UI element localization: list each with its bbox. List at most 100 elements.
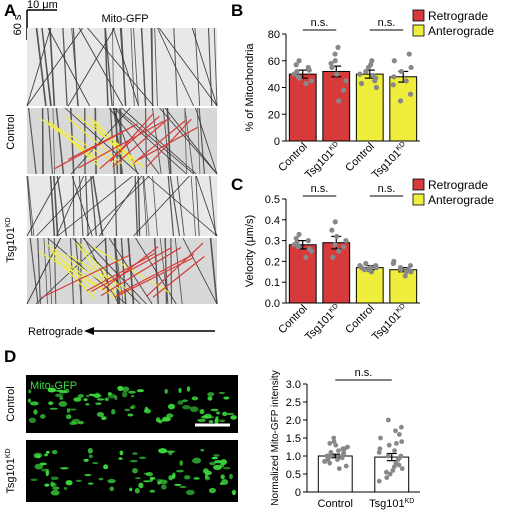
gfp-punctum xyxy=(65,479,73,486)
row-label-control: Control xyxy=(5,114,17,149)
kymo-moving-track xyxy=(47,27,90,107)
trace-anterograde xyxy=(65,116,123,165)
kymo-moving-track xyxy=(26,237,61,305)
y-tick-label: 0.3 xyxy=(265,236,280,248)
data-point xyxy=(377,446,383,452)
gfp-punctum xyxy=(185,489,195,496)
data-point xyxy=(343,238,349,244)
trace-retrograde xyxy=(112,116,171,168)
kymo-stationary-track xyxy=(104,27,109,107)
trace-retrograde xyxy=(133,119,186,164)
kymo-stationary-track xyxy=(154,27,158,107)
legend-swatch xyxy=(412,24,425,37)
gfp-punctum xyxy=(215,416,219,421)
gfp-punctum xyxy=(83,398,88,402)
kymo-stationary-track xyxy=(196,107,201,175)
row-label-tsg101: Tsg101KD xyxy=(5,217,17,262)
data-point xyxy=(390,82,396,88)
gfp-punctum xyxy=(45,469,50,476)
kymo-moving-track xyxy=(71,175,93,237)
gfp-punctum xyxy=(200,449,205,452)
kymo-moving-track xyxy=(112,27,139,107)
bar xyxy=(288,244,317,304)
panel-d-micrographs: Mito-GFP Control Tsg101KD xyxy=(5,375,238,502)
kymo-moving-track xyxy=(82,237,147,305)
gfp-punctum xyxy=(193,477,200,480)
x-tick-label-text: Tsg101 xyxy=(370,310,404,344)
gfp-punctum xyxy=(59,396,64,400)
trace-retrograde xyxy=(99,115,160,170)
data-point xyxy=(387,471,393,477)
gfp-punctum xyxy=(229,473,233,480)
micro-row-control: Control xyxy=(5,386,17,421)
data-point xyxy=(341,87,347,93)
row-label-tsg101-text: Tsg101 xyxy=(5,227,17,262)
trace-retrograde xyxy=(68,123,138,160)
data-point xyxy=(296,231,302,237)
kymo-moving-track xyxy=(108,237,153,305)
legend-label: Retrograde xyxy=(428,178,488,192)
gfp-punctum xyxy=(50,476,59,481)
y-tick-label: 1.5 xyxy=(286,433,301,445)
gfp-punctum xyxy=(160,484,167,490)
data-point xyxy=(408,64,414,71)
x-tick-label: Tsg101KD xyxy=(370,141,410,181)
gfp-punctum xyxy=(28,417,37,424)
data-point xyxy=(391,58,397,64)
kymo-stationary-track xyxy=(37,237,41,305)
data-point xyxy=(306,246,312,252)
gfp-punctum xyxy=(164,388,168,394)
y-tick-label: 40 xyxy=(268,83,280,95)
kymo-stationary-track xyxy=(62,27,68,107)
significance-label: n.s. xyxy=(378,17,396,29)
gfp-punctum xyxy=(66,408,71,413)
gfp-punctum xyxy=(213,464,222,470)
x-tick-label-sup: KD xyxy=(328,141,340,153)
data-point xyxy=(403,78,409,84)
bar xyxy=(322,242,351,304)
significance-label: n.s. xyxy=(311,183,329,195)
gfp-punctum xyxy=(73,397,82,402)
kymo-moving-track xyxy=(158,27,218,107)
gfp-punctum xyxy=(96,398,105,401)
gfp-punctum xyxy=(179,460,183,466)
kymo-moving-track xyxy=(64,107,140,175)
trace-retrograde xyxy=(102,246,159,291)
kymo-moving-track xyxy=(78,27,124,107)
gfp-punctum xyxy=(84,473,92,477)
kymo-stationary-track xyxy=(90,175,97,237)
gfp-puncta xyxy=(27,385,237,496)
gfp-punctum xyxy=(174,483,182,486)
gfp-punctum xyxy=(142,480,152,483)
gfp-punctum xyxy=(107,479,116,484)
gfp-punctum xyxy=(179,485,187,488)
gfp-punctum xyxy=(52,486,60,490)
gfp-punctum xyxy=(34,463,44,470)
data-point xyxy=(340,446,346,452)
y-tick-label: 0.2 xyxy=(265,256,280,268)
data-point xyxy=(370,72,376,79)
gfp-punctum xyxy=(48,401,54,406)
kymo-stationary-track xyxy=(92,175,104,237)
gfp-punctum xyxy=(202,468,209,474)
kymo-moving-track xyxy=(87,27,154,107)
scale-x-label: 10 μm xyxy=(27,0,58,11)
kymo-stationary-track xyxy=(133,27,139,107)
data-point xyxy=(357,71,363,77)
gfp-punctum xyxy=(128,390,136,394)
data-point xyxy=(335,457,340,462)
gfp-punctum xyxy=(138,482,144,489)
kymo-stationary-track xyxy=(195,175,200,237)
gfp-punctum xyxy=(167,403,176,410)
y-axis-title: Normalized Mito-GFP intensity xyxy=(270,370,281,505)
legend-label: Retrograde xyxy=(428,9,488,23)
gfp-punctum xyxy=(85,395,90,398)
y-tick-label: 0.4 xyxy=(265,215,280,227)
data-point xyxy=(407,262,414,269)
gfp-punctum xyxy=(192,457,202,464)
gfp-punctum xyxy=(132,452,138,455)
x-tick-label-sup: KD xyxy=(328,303,340,315)
gfp-punctum xyxy=(182,405,191,410)
y-tick-label: 80 xyxy=(268,29,280,41)
